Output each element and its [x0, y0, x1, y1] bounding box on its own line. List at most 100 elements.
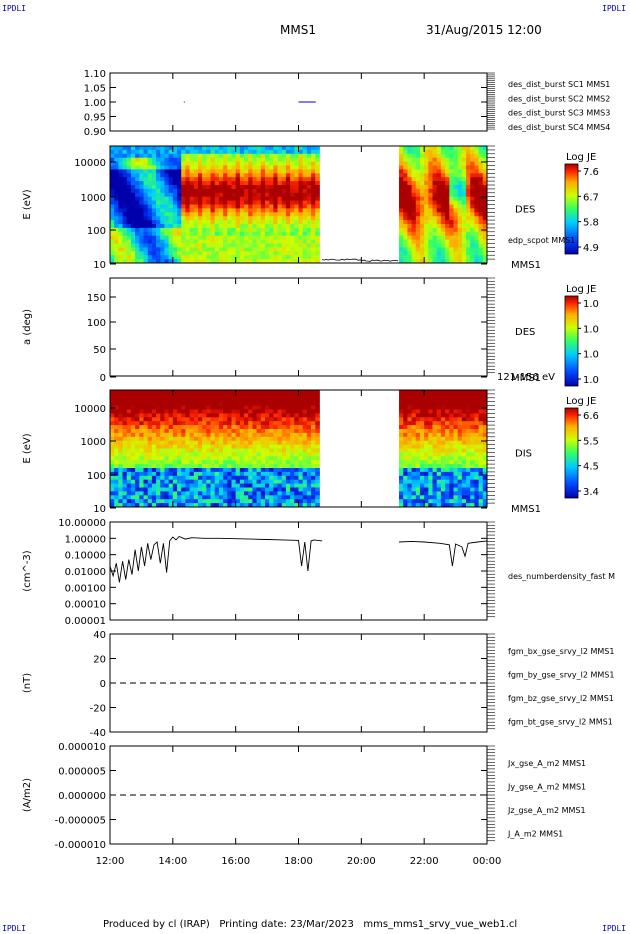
dis-energy-cell: [122, 483, 128, 488]
dis-energy-cell: [277, 475, 283, 481]
dis-energy-cell: [185, 413, 190, 418]
des-energy-cell: [424, 204, 429, 209]
des-energy-cell: [168, 243, 174, 248]
dis-energy-cell: [264, 390, 270, 395]
dis-energy-cell: [202, 397, 207, 403]
des-energy-cell: [151, 200, 157, 205]
des-energy-cell: [143, 146, 149, 151]
dis-energy-cell: [306, 471, 312, 477]
dis-energy-cell: [189, 456, 195, 461]
dis-energy-cell: [449, 491, 454, 496]
des-energy-cell: [239, 212, 245, 217]
des-energy-cell: [214, 255, 220, 260]
des-energy-cell: [445, 251, 450, 256]
des-energy-cell: [281, 153, 287, 159]
dis-energy-cell: [482, 487, 488, 492]
des-energy-cell: [256, 235, 262, 240]
dis-energy-cell: [281, 425, 287, 430]
dis-energy-cell: [470, 452, 475, 457]
dis-energy-cell: [281, 401, 287, 406]
dis-energy-cell: [114, 479, 119, 484]
dis-energy-cell: [419, 393, 425, 399]
des-energy-cell: [168, 200, 174, 205]
dis-energy-cell: [202, 456, 207, 461]
des-energy-cell: [470, 208, 475, 213]
dis-energy-cell: [160, 425, 165, 430]
des-energy-cell: [210, 192, 216, 198]
dis-energy-cell: [139, 436, 144, 442]
dis-energy-cell: [260, 471, 266, 477]
des-energy-cell: [474, 239, 480, 244]
des-energy-cell: [202, 208, 207, 213]
des-energy-cell: [466, 235, 471, 240]
dis-energy-cell: [315, 448, 320, 453]
des-energy-cell: [449, 255, 454, 260]
dis-energy-cell: [482, 468, 488, 473]
des-energy-cell: [143, 220, 149, 225]
dis-energy-cell: [126, 487, 132, 492]
des-energy-cell: [239, 216, 245, 221]
dis-energy-cell: [432, 397, 438, 403]
des-energy-cell: [256, 251, 262, 256]
des-energy-cell: [461, 224, 467, 229]
des-energy-cell: [269, 161, 274, 166]
des-energy-cell: [407, 188, 412, 194]
des-energy-cell: [248, 247, 253, 252]
dis-energy-cell: [231, 468, 237, 473]
dis-energy-cell: [151, 432, 157, 438]
dis-energy-cell: [126, 479, 132, 484]
dis-energy-cell: [239, 460, 245, 465]
des-energy-cell: [419, 239, 425, 244]
des-energy-cell: [160, 212, 165, 217]
des-energy-cell: [110, 220, 115, 225]
dis-energy-cell: [474, 393, 480, 399]
dis-energy-cell: [306, 444, 312, 449]
dis-energy-cell: [264, 491, 270, 496]
time-label-2: 16:00: [221, 856, 250, 867]
des-energy-cell: [294, 247, 299, 252]
des-energy-cell: [168, 259, 174, 264]
des-energy-cell: [197, 251, 203, 256]
des-energy-cell: [139, 216, 144, 221]
dis-energy-cell: [151, 456, 157, 461]
des-energy-cell: [428, 181, 433, 186]
des-energy-cell: [470, 185, 475, 190]
des-energy-cell: [478, 224, 484, 229]
des-energy-cell: [147, 212, 153, 217]
des-energy-cell: [273, 255, 278, 260]
des-energy-cell: [156, 173, 161, 178]
des-energy-cell: [156, 235, 161, 240]
des-energy-cell: [135, 173, 140, 178]
des-energy-cell: [428, 212, 433, 217]
dis-energy-cell: [248, 409, 253, 414]
des-energy-cell: [277, 231, 283, 237]
dis-energy-cell: [218, 444, 224, 449]
dis-energy-cell: [206, 495, 211, 500]
dis-energy-cell: [290, 444, 295, 449]
des-energy-cell: [466, 165, 471, 170]
des-energy-cell: [269, 181, 274, 186]
des-energy-cell: [126, 181, 132, 186]
dis-energy-cell: [197, 475, 203, 481]
dis-energy-cell: [403, 464, 408, 469]
des-energy-cell: [260, 181, 266, 186]
des-energy-cell: [147, 157, 153, 162]
des-energy-cell: [164, 153, 170, 159]
dis-energy-cell: [168, 468, 174, 473]
des-energy-cell: [218, 239, 224, 244]
des-energy-cell: [118, 149, 123, 155]
dis-energy-cell: [445, 468, 450, 473]
des-energy-cell: [411, 227, 417, 233]
dis-energy-cell: [273, 487, 278, 492]
des-energy-cell: [189, 192, 195, 198]
dis-energy-cell: [256, 432, 262, 438]
dis-energy-cell: [193, 495, 199, 500]
dis-energy-cell: [181, 448, 186, 453]
dis-energy-cell: [440, 495, 446, 500]
dis-energy-cell: [164, 413, 170, 418]
dis-energy-cell: [139, 390, 144, 395]
dis-energy-cell: [436, 405, 442, 410]
dis-energy-cell: [130, 401, 136, 406]
dis-energy-cell: [143, 479, 149, 484]
dis-energy-cell: [185, 479, 190, 484]
